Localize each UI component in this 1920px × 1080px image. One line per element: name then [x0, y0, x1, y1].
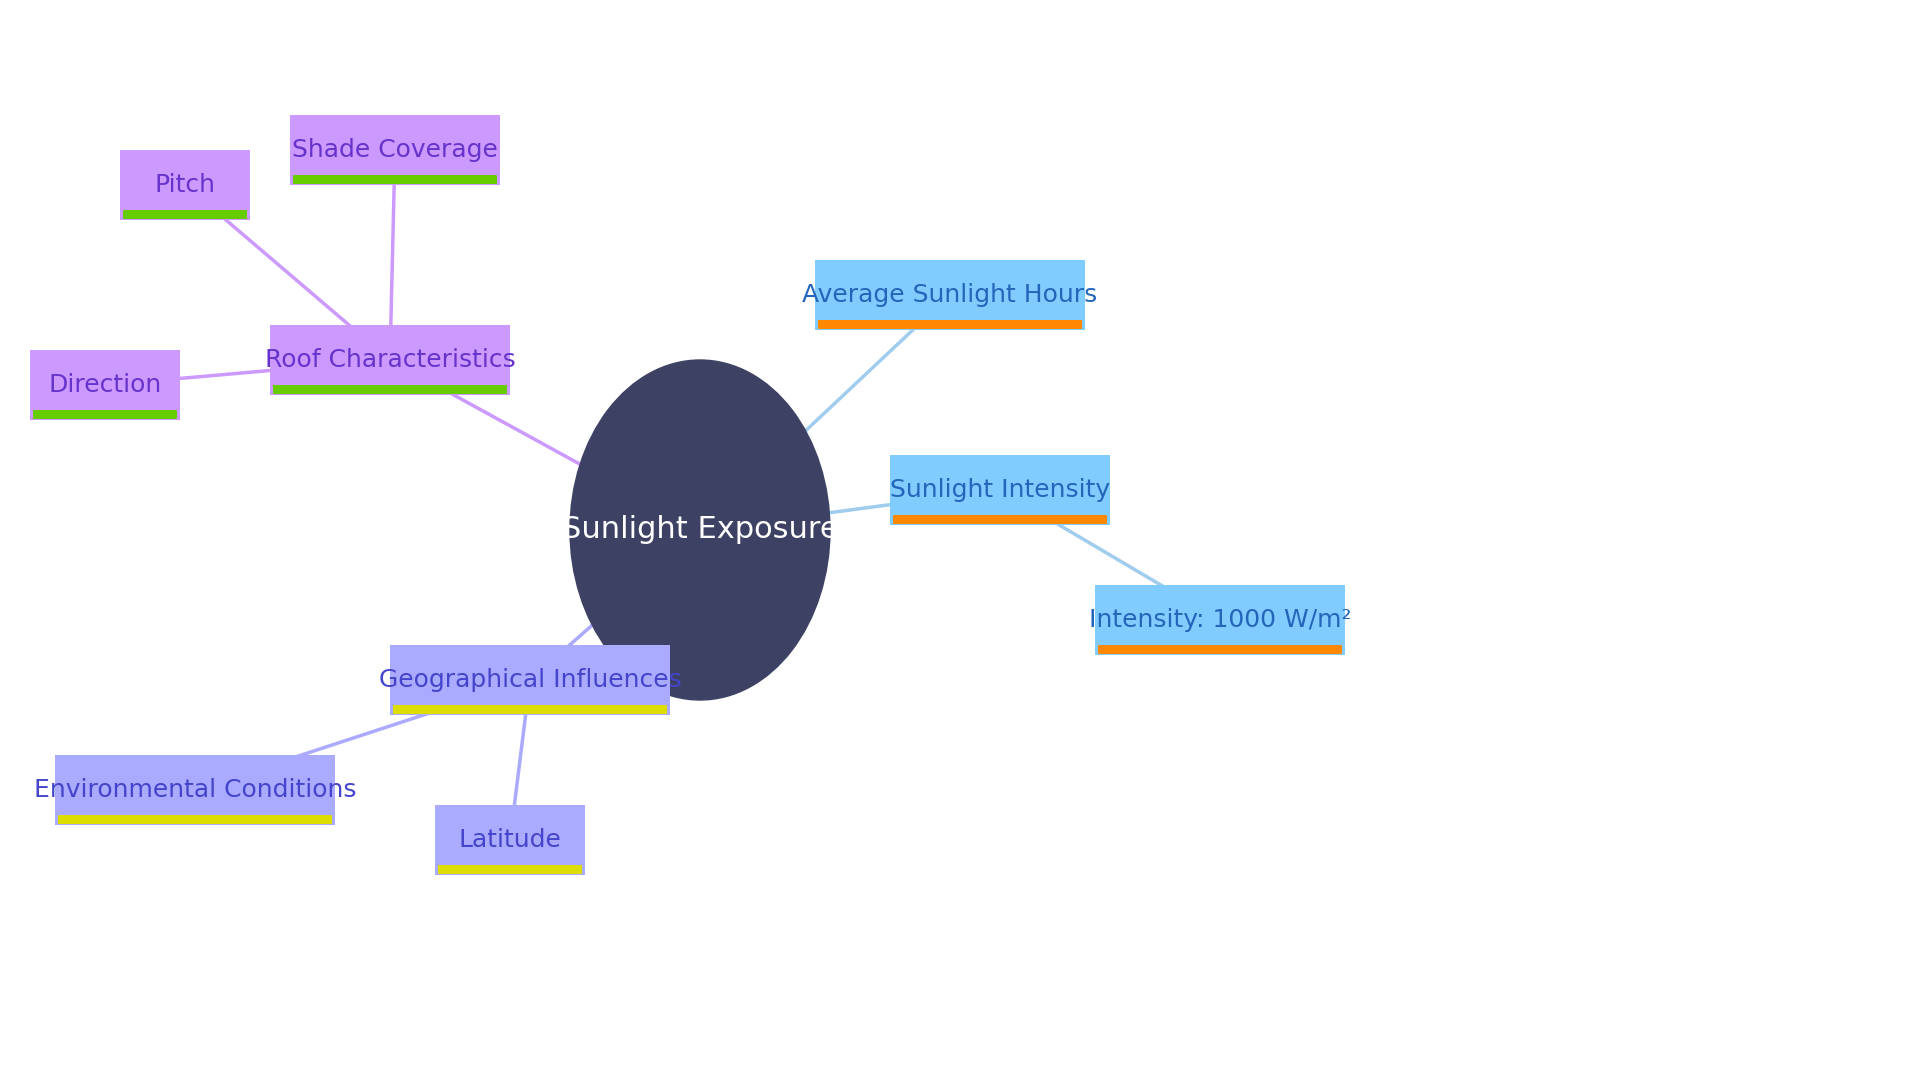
Text: Average Sunlight Hours: Average Sunlight Hours: [803, 283, 1098, 307]
FancyBboxPatch shape: [33, 410, 177, 419]
FancyBboxPatch shape: [893, 515, 1108, 524]
Ellipse shape: [570, 360, 829, 700]
FancyBboxPatch shape: [56, 755, 334, 825]
FancyBboxPatch shape: [891, 455, 1110, 525]
FancyBboxPatch shape: [814, 260, 1085, 330]
FancyBboxPatch shape: [119, 150, 250, 220]
FancyBboxPatch shape: [123, 210, 248, 219]
Text: Sunlight Intensity: Sunlight Intensity: [891, 478, 1110, 502]
FancyBboxPatch shape: [438, 865, 582, 874]
FancyBboxPatch shape: [271, 325, 511, 395]
FancyBboxPatch shape: [273, 384, 507, 394]
FancyBboxPatch shape: [31, 350, 180, 420]
FancyBboxPatch shape: [390, 645, 670, 715]
FancyBboxPatch shape: [58, 815, 332, 824]
Text: Pitch: Pitch: [154, 173, 215, 197]
Text: Sunlight Exposure: Sunlight Exposure: [563, 515, 839, 544]
FancyBboxPatch shape: [290, 114, 499, 185]
Text: Roof Characteristics: Roof Characteristics: [265, 348, 515, 372]
FancyBboxPatch shape: [436, 805, 586, 875]
Text: Environmental Conditions: Environmental Conditions: [35, 778, 357, 802]
FancyBboxPatch shape: [294, 175, 497, 184]
FancyBboxPatch shape: [818, 320, 1083, 329]
Text: Shade Coverage: Shade Coverage: [292, 138, 497, 162]
FancyBboxPatch shape: [1098, 645, 1342, 654]
FancyBboxPatch shape: [1094, 585, 1346, 654]
FancyBboxPatch shape: [394, 705, 666, 714]
Text: Intensity: 1000 W/m²: Intensity: 1000 W/m²: [1089, 608, 1352, 632]
Text: Geographical Influences: Geographical Influences: [378, 669, 682, 692]
Text: Direction: Direction: [48, 373, 161, 397]
Text: Latitude: Latitude: [459, 828, 561, 852]
